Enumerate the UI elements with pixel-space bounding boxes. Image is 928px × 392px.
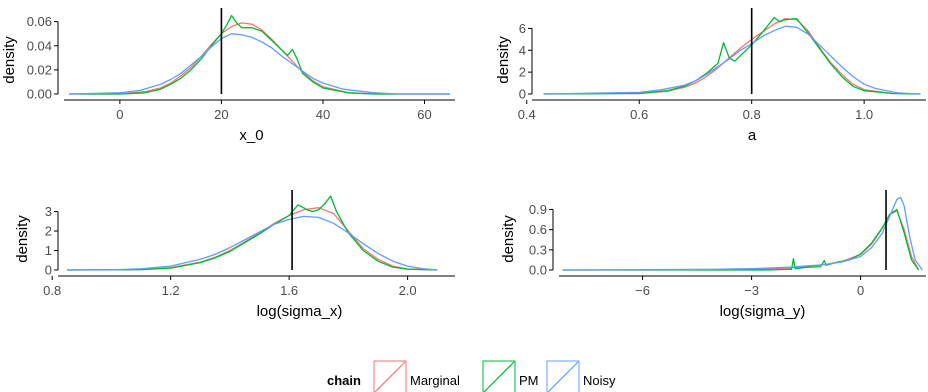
y-axis-title: density: [495, 36, 512, 84]
density-curve-marginal: [69, 22, 450, 95]
x-tick-label: 2.0: [399, 283, 417, 298]
y-tick-label: 0: [45, 263, 52, 278]
x-tick-label: 20: [214, 107, 228, 122]
density-curve-noisy: [69, 33, 450, 95]
y-tick-label: 0: [519, 87, 526, 102]
x-tick-label: 1.2: [162, 283, 180, 298]
x-tick-label: 0.8: [43, 283, 61, 298]
density-curve-noisy: [66, 215, 438, 271]
density-curve-marginal: [543, 17, 921, 95]
y-axis-title: density: [500, 215, 517, 263]
x-tick-label: 0.8: [743, 107, 761, 122]
legend-label-noisy: Noisy: [583, 373, 616, 388]
legend-label-pm: PM: [519, 373, 539, 388]
density-curve-pm: [66, 195, 438, 271]
x-tick-label: −6: [635, 283, 650, 298]
x-tick-label: 0: [116, 107, 123, 122]
y-tick-label: 0.06: [27, 14, 52, 29]
x-axis-title: log(sigma_y): [720, 303, 806, 320]
y-tick-label: 6: [519, 21, 526, 36]
legend-key-line-marginal: [374, 361, 406, 392]
x-tick-label: 1.0: [855, 107, 873, 122]
density-curve-noisy: [543, 25, 921, 95]
y-tick-label: 0.9: [529, 202, 547, 217]
x-tick-label: 0.6: [630, 107, 648, 122]
legend-item-marginal: Marginal: [373, 360, 460, 392]
x-axis-title: x_0: [239, 127, 263, 144]
y-tick-label: 2: [45, 224, 52, 239]
density-curve-pm: [562, 208, 920, 271]
legend-item-pm: PM: [482, 360, 539, 392]
panel-x0-density: 0 20 40 60 0.00 0.02 0.04 0.06 x_0 density: [1, 8, 455, 144]
y-tick-label: 0.0: [529, 263, 547, 278]
y-tick-label: 3: [45, 204, 52, 219]
y-axis-title: density: [1, 36, 18, 84]
legend-key-line-noisy: [547, 361, 579, 392]
density-curve-noisy: [562, 196, 923, 271]
density-curve-marginal: [562, 210, 920, 271]
x-tick-label: 0.4: [518, 107, 536, 122]
x-tick-label: 1.6: [280, 283, 298, 298]
y-tick-label: 0.3: [529, 242, 547, 257]
y-tick-label: 0.6: [529, 222, 547, 237]
panel-a-density: 0.4 0.6 0.8 1.0 0 2 4 6 a density: [495, 8, 926, 144]
y-tick-label: 1: [45, 243, 52, 258]
x-tick-label: −3: [744, 283, 759, 298]
legend: chain Marginal PM Noisy: [327, 360, 616, 392]
x-tick-label: 0: [857, 283, 864, 298]
legend-label-marginal: Marginal: [410, 373, 460, 388]
legend-key-line-pm: [483, 361, 515, 392]
y-tick-label: 0.02: [27, 62, 52, 77]
y-tick-label: 2: [519, 65, 526, 80]
y-tick-label: 4: [519, 43, 526, 58]
y-axis-title: density: [14, 215, 31, 263]
x-axis-title: a: [748, 127, 757, 144]
x-tick-label: 60: [417, 107, 431, 122]
y-tick-label: 0.00: [27, 87, 52, 102]
y-tick-label: 0.04: [27, 38, 52, 53]
panel-log-sigma-x-density: 0.8 1.2 1.6 2.0 0 1 2 3 log(sigma_x) density: [14, 190, 455, 320]
legend-title: chain: [327, 373, 361, 388]
legend-item-noisy: Noisy: [546, 360, 616, 392]
panel-log-sigma-y-density: −6 −3 0 0.0 0.3 0.6 0.9 log(sigma_y) density: [500, 190, 926, 320]
x-tick-label: 40: [316, 107, 330, 122]
density-curve-pm: [69, 14, 450, 95]
x-axis-title: log(sigma_x): [257, 303, 343, 320]
